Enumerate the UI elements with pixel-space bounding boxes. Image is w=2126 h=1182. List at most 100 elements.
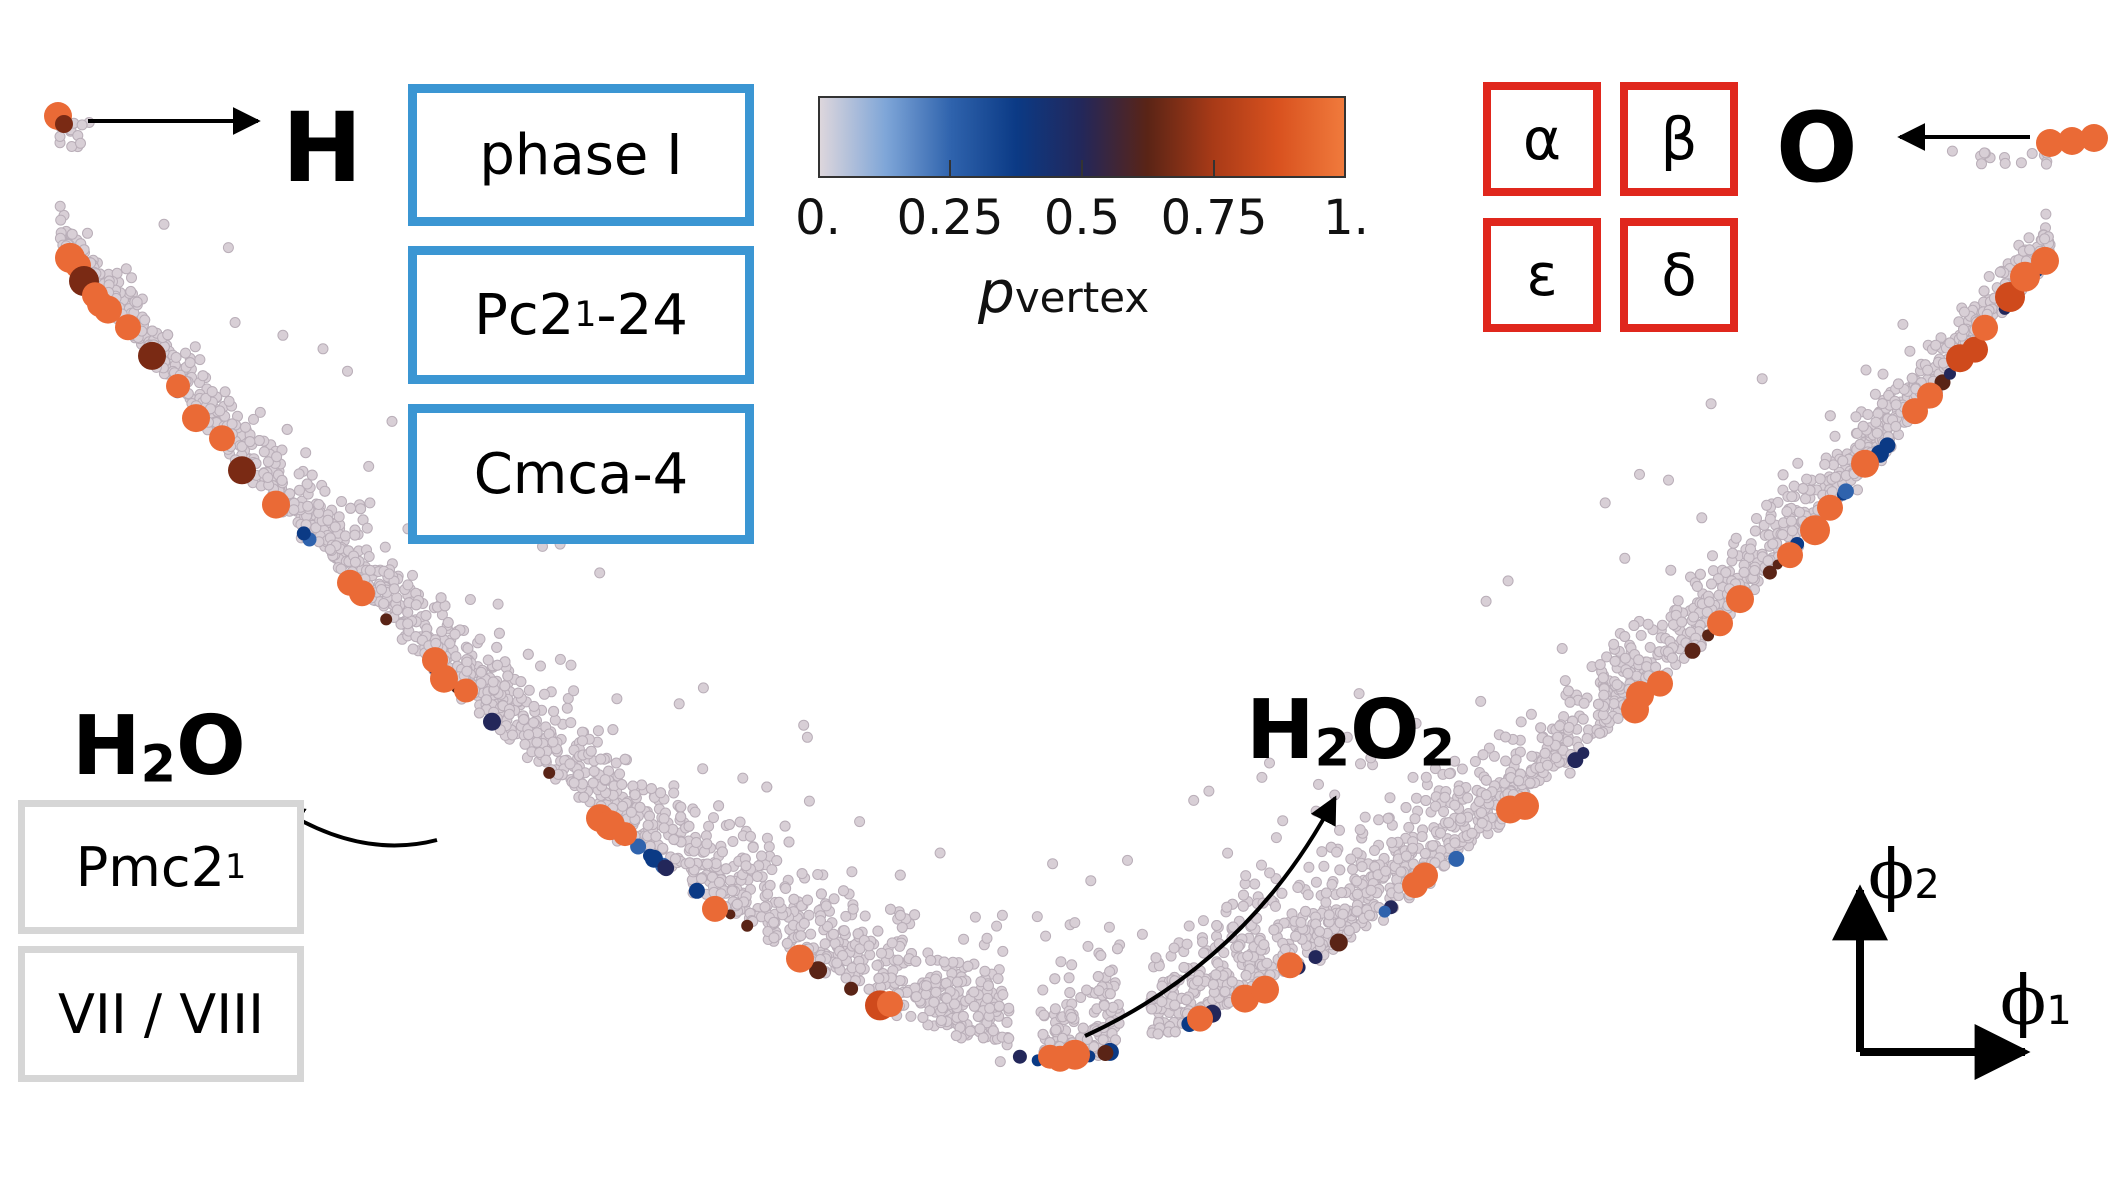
data-point [1513,775,1525,787]
data-point [1696,512,1708,524]
data-point [1063,972,1075,984]
data-point [2024,244,2036,256]
data-point [1581,733,1593,744]
data-point [690,837,702,848]
data-point [1475,695,1487,707]
data-point [844,981,859,996]
data-point [1449,799,1461,811]
data-point [294,484,305,496]
data-point [1455,812,1467,824]
data-point [1666,652,1678,664]
data-point [726,885,738,897]
data-point [1837,483,1854,500]
data-point [1303,861,1315,873]
data-point [1449,837,1461,849]
data-point [1477,749,1489,761]
data-point [1380,865,1392,877]
h-phase-box-2: Pc2 1 -24 [408,246,754,384]
data-point [1578,697,1590,709]
data-point [1535,722,1547,734]
data-point [968,1000,980,1012]
data-point [139,314,151,326]
data-point [1416,831,1428,842]
h-label: H [282,92,363,204]
data-point [1727,547,1738,559]
o-label: O [1776,92,1858,204]
data-point [301,478,313,490]
colorbar-tick-label: 0. [795,190,841,246]
data-point [1510,754,1522,766]
data-point [1400,850,1412,862]
data-point [2023,232,2035,244]
data-point [1055,956,1067,968]
data-point [1226,976,1238,988]
data-point [214,405,226,417]
data-point [773,896,785,908]
data-point [951,976,963,988]
data-point [1419,848,1431,859]
data-point [402,579,414,591]
data-point [548,705,560,717]
data-point [796,868,808,880]
data-point [925,954,937,966]
data-point [1439,791,1451,803]
data-point [229,317,241,328]
data-point [981,932,993,944]
data-point [852,928,864,940]
data-point [1382,812,1394,824]
data-point [1146,1003,1158,1015]
data-point [781,937,793,949]
colorbar-tick-mark [1081,160,1083,176]
data-point [737,772,749,784]
data-point [974,1023,986,1035]
data-point [896,922,908,933]
data-point [1435,827,1446,839]
data-point [1409,813,1421,825]
data-point [650,830,662,842]
data-point [713,876,725,888]
data-point [1701,606,1713,618]
data-point [854,816,866,828]
data-point [1502,575,1514,587]
data-point [1169,999,1181,1011]
data-point [319,485,331,497]
data-point [1788,480,1800,492]
data-point [1430,800,1441,812]
data-point [702,895,728,922]
data-point [329,521,341,533]
data-point [920,980,932,992]
data-point [1608,698,1620,710]
data-point [766,864,778,876]
data-point [1469,756,1481,767]
data-point [1500,755,1512,767]
data-point [688,882,705,899]
data-point [1972,314,1998,341]
data-point [364,564,376,576]
data-point [689,806,701,818]
data-point [673,698,685,710]
data-point [1238,889,1249,901]
data-point [1308,950,1323,965]
data-point [1112,943,1123,955]
data-point [964,1025,976,1037]
data-point [258,446,270,458]
data-point [1384,792,1396,804]
data-point [523,729,535,741]
data-point [240,421,251,433]
data-point [120,263,132,275]
data-point [1077,1022,1089,1034]
data-point [523,684,535,696]
data-point [724,875,736,887]
data-point [1641,661,1653,673]
data-point [1854,438,1866,450]
data-point [1480,774,1492,786]
data-point [1168,942,1180,954]
data-point [1483,742,1495,754]
data-point [1448,850,1465,867]
data-point [1290,930,1302,942]
data-point [1211,920,1223,931]
data-point [1817,494,1843,521]
data-point [1198,947,1210,959]
data-point [1524,777,1536,789]
data-point [1542,735,1554,747]
